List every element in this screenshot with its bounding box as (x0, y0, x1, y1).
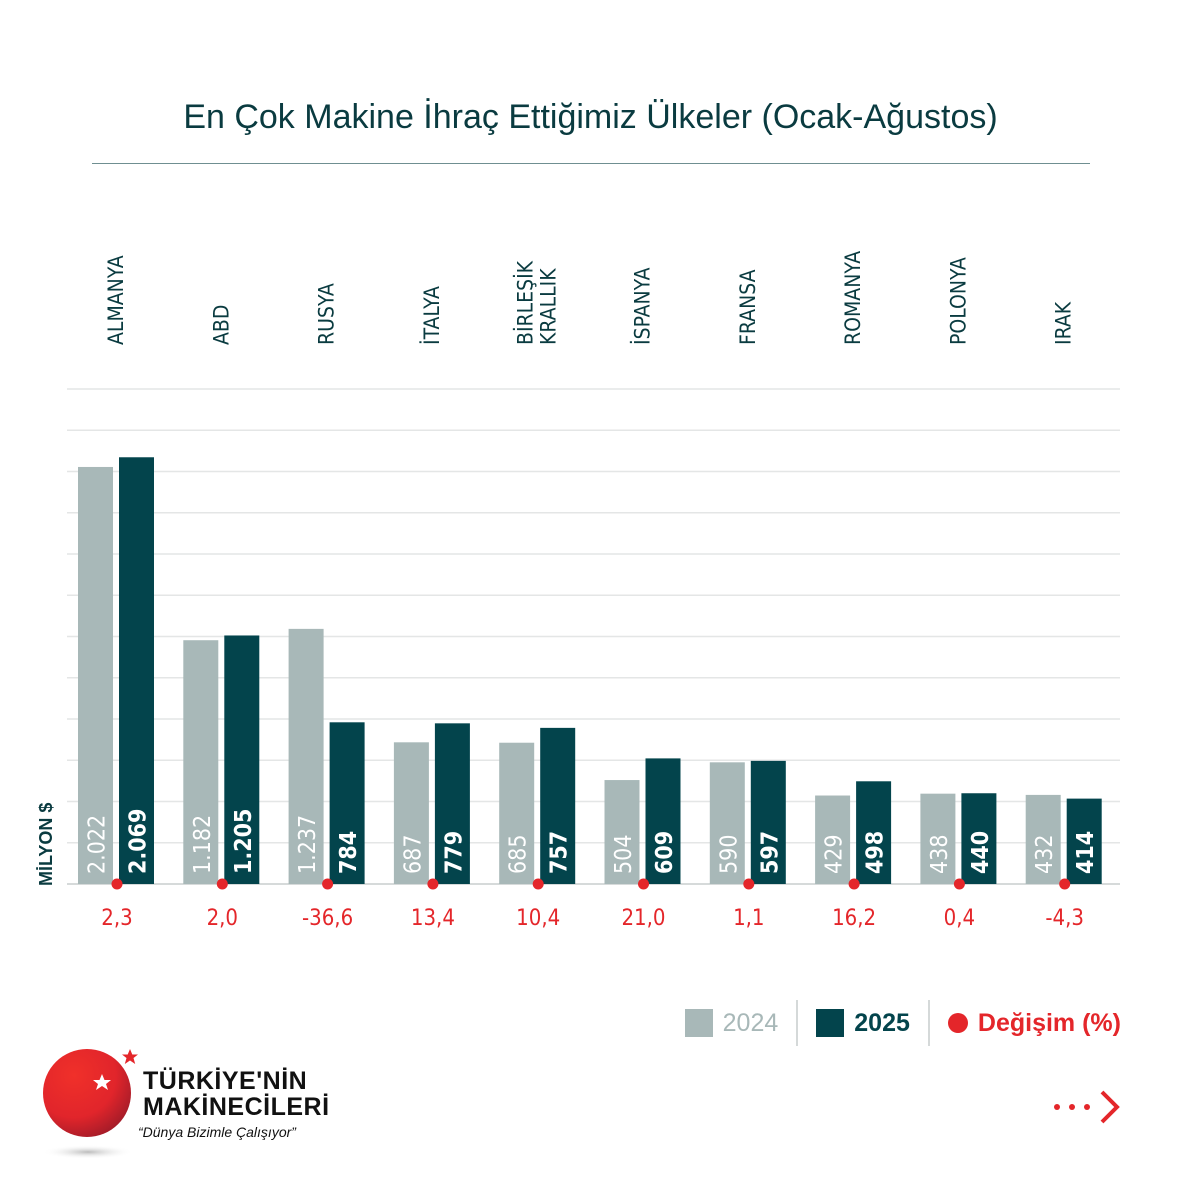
legend-label-2025: 2025 (854, 1008, 910, 1037)
change-dot (322, 878, 334, 890)
change-dot (953, 878, 965, 890)
change-dot (111, 878, 123, 890)
bar-value-label: 429 (822, 835, 848, 875)
bar-value-label: 438 (927, 835, 953, 875)
change-value-label: 16,2 (832, 906, 876, 931)
bar-2024 (1025, 794, 1061, 884)
legend-label-2024: 2024 (722, 1008, 779, 1037)
change-value-label: 1,1 (733, 906, 764, 931)
logo-icon (42, 1049, 138, 1159)
bar-value-label: 685 (506, 835, 532, 875)
next-arrow-icon[interactable] (1050, 1088, 1125, 1128)
change-dot (532, 878, 544, 890)
bar-2024 (920, 793, 956, 884)
change-dot (848, 878, 860, 890)
change-value-label: 21,0 (621, 906, 665, 931)
bar-2025 (434, 723, 470, 884)
category-label: KRALLIK (537, 268, 561, 345)
change-dot (216, 878, 228, 890)
bar-value-label: 590 (716, 835, 742, 875)
bar-2025 (1066, 798, 1102, 884)
chart-title: En Çok Makine İhraç Ettiğimiz Ülkeler (O… (183, 98, 998, 136)
bar-value-label: 1.182 (190, 815, 216, 874)
brand-line2: MAKİNECİLERİ (143, 1093, 330, 1121)
bar-value-label: 757 (547, 831, 573, 874)
bar-value-label: 2.069 (126, 809, 152, 874)
change-dot (1059, 878, 1071, 890)
bar-2025 (750, 760, 786, 884)
category-label: RUSYA (315, 283, 339, 345)
bar-2024 (183, 640, 219, 884)
bar-2024 (815, 795, 851, 884)
change-value-label: 0,4 (944, 906, 975, 931)
category-label: İTALYA (419, 286, 444, 345)
change-value-label: -4,3 (1045, 906, 1084, 931)
bar-value-label: 414 (1073, 831, 1099, 874)
bar-value-label: 1.237 (295, 815, 321, 874)
bar-2024 (393, 742, 429, 884)
change-value-label: 2,0 (207, 906, 238, 931)
bar-value-label: 779 (441, 831, 467, 874)
bar-chart: MİLYON $ ALMANYA 2.022 2.069 2,3 ABD 1.182 1.20… (36, 251, 1120, 931)
legend-2024: 2024 (667, 1000, 797, 1046)
bar-2025 (961, 793, 997, 884)
bar-value-label: 504 (611, 835, 637, 875)
category-label: ABD (209, 305, 233, 345)
bar-value-label: 1.205 (231, 809, 257, 874)
legend-swatch-2025 (816, 1009, 845, 1037)
bar-value-label: 687 (400, 835, 426, 875)
bar-2024 (78, 466, 113, 884)
bar-value-label: 432 (1032, 835, 1058, 875)
category-label: ALMANYA (104, 255, 128, 345)
y-axis-label: MİLYON $ (36, 803, 56, 886)
legend-label-change: Değişim (%) (977, 1008, 1121, 1037)
bar-2025 (540, 727, 576, 884)
bar-value-label: 784 (336, 831, 362, 874)
bar-2024 (709, 762, 745, 884)
legend: 2024 2025 Değişim (%) (667, 1000, 1121, 1046)
bar-value-label: 609 (652, 831, 678, 874)
bar-value-label: 498 (863, 831, 889, 874)
bar-2025 (329, 722, 365, 884)
legend-dot-change (947, 1013, 968, 1033)
change-value-label: -36,6 (302, 906, 353, 931)
category-label: ROMANYA (841, 251, 865, 345)
change-value-label: 2,3 (101, 906, 132, 931)
change-value-label: 10,4 (516, 906, 560, 931)
legend-swatch-2024 (684, 1009, 713, 1037)
category-label: BİRLEŞİK (513, 260, 538, 345)
legend-divider (796, 1000, 799, 1046)
bar-2025 (856, 781, 892, 884)
brand-name: TÜRKİYE'NİN MAKİNECİLERİ (143, 1068, 330, 1120)
brand-slogan: “Dünya Bizimle Çalışıyor” (138, 1124, 296, 1140)
category-label: IRAK (1052, 301, 1076, 345)
category-label: POLONYA (946, 257, 970, 345)
title-divider (92, 163, 1090, 164)
legend-2025: 2025 (798, 1000, 928, 1046)
bar-2024 (288, 628, 324, 884)
change-dot (638, 878, 649, 890)
legend-divider (927, 1000, 930, 1046)
bar-2025 (119, 457, 154, 884)
category-label: FRANSA (736, 269, 760, 345)
bar-2025 (224, 635, 260, 884)
bar-2024 (499, 742, 535, 884)
bar-value-label: 440 (968, 831, 994, 874)
change-value-label: 13,4 (411, 906, 455, 931)
bar-2024 (604, 780, 640, 884)
change-dot (743, 878, 755, 890)
change-dot (427, 878, 439, 890)
category-label: İSPANYA (630, 267, 655, 345)
bar-2025 (645, 758, 681, 884)
legend-change: Değişim (%) (930, 1000, 1121, 1046)
bar-value-label: 2.022 (85, 815, 111, 874)
bar-value-label: 597 (757, 831, 783, 874)
brand-line1: TÜRKİYE'NİN (143, 1067, 308, 1095)
